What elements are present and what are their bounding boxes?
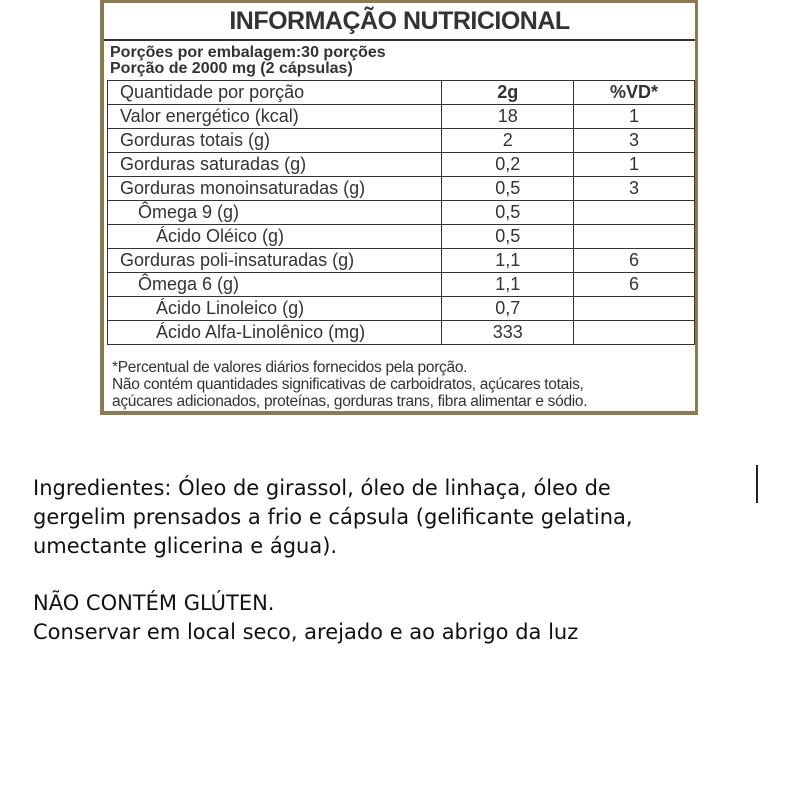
table-cell: 0,5 [441,224,574,249]
table-cell [573,296,695,321]
table-row: Ácido Oléico (g) 0,5 [106,224,695,249]
table-cell: Gorduras monoinsaturadas (g) [106,176,443,201]
nutrition-table: Quantidade por porção 2g %VD* Valor ener… [106,80,695,345]
table-cell: 1 [573,152,695,177]
table-row: Gorduras poli-insaturadas (g) 1,1 6 [106,248,695,273]
table-cell: 3 [573,128,695,153]
header-cell: 2g [441,80,574,105]
footnote: *Percentual de valores diários fornecido… [112,359,468,376]
table-row: Gorduras monoinsaturadas (g) 0,5 3 [106,176,695,201]
table-cell: 0,2 [441,152,574,177]
footnote: Não contém quantidades significativas de… [112,376,584,393]
table-cell [573,320,695,345]
label-body: INFORMAÇÃO NUTRICIONAL Porções por embal… [104,3,695,411]
table-cell: 1 [573,104,695,129]
text-cursor [756,465,758,503]
table-row: Ômega 9 (g) 0,5 [106,200,695,225]
ingredients-line: gergelim prensados a frio e cápsula (gel… [33,505,633,529]
table-body: Valor energético (kcal) 18 1 Gorduras totai… [106,104,695,345]
table-cell: Ômega 6 (g) [106,272,443,297]
table-row: Valor energético (kcal) 18 1 [106,104,695,129]
table-cell: Valor energético (kcal) [106,104,443,129]
table-cell: 0,5 [441,200,574,225]
table-cell: 6 [573,248,695,273]
storage-notice: Conservar em local seco, arejado e ao ab… [33,620,579,644]
table-cell: Ácido Alfa-Linolênico (mg) [106,320,443,345]
table-cell: Ácido Linoleico (g) [106,296,443,321]
ingredients-line: umectante glicerina e água). [33,534,338,558]
servings-line: Porção de 2000 mg (2 cápsulas) [110,60,353,77]
table-cell [573,224,695,249]
table-cell [573,200,695,225]
table-row: Ômega 6 (g) 1,1 6 [106,272,695,297]
header-cell: %VD* [573,80,695,105]
table-cell: Ácido Oléico (g) [106,224,443,249]
servings-line: Porções por embalagem:30 porções [110,44,386,61]
nutrition-label: INFORMAÇÃO NUTRICIONAL Porções por embal… [100,0,698,415]
table-cell: Gorduras totais (g) [106,128,443,153]
ingredients-line: Ingredientes: Óleo de girassol, óleo de … [33,476,611,500]
table-cell: Ômega 9 (g) [106,200,443,225]
table-header: Quantidade por porção 2g %VD* [106,80,695,105]
table-row: Gorduras totais (g) 2 3 [106,128,695,153]
table-cell: 18 [441,104,574,129]
table-cell: 3 [573,176,695,201]
table-cell: Gorduras poli-insaturadas (g) [106,248,443,273]
table-row: Ácido Linoleico (g) 0,7 [106,296,695,321]
table-cell: 1,1 [441,248,574,273]
table-cell: 333 [441,320,574,345]
table-cell: 2 [441,128,574,153]
gluten-notice: NÃO CONTÉM GLÚTEN. [33,591,275,615]
footnote: açúcares adicionados, proteínas, gordura… [112,393,588,410]
label-title: INFORMAÇÃO NUTRICIONAL [104,7,695,41]
table-cell: 6 [573,272,695,297]
table-row: Gorduras saturadas (g) 0,2 1 [106,152,695,177]
table-cell: 1,1 [441,272,574,297]
table-cell: 0,5 [441,176,574,201]
table-row: Ácido Alfa-Linolênico (mg) 333 [106,320,695,345]
table-cell: Gorduras saturadas (g) [106,152,443,177]
table-cell: 0,7 [441,296,574,321]
header-cell: Quantidade por porção [106,80,443,105]
